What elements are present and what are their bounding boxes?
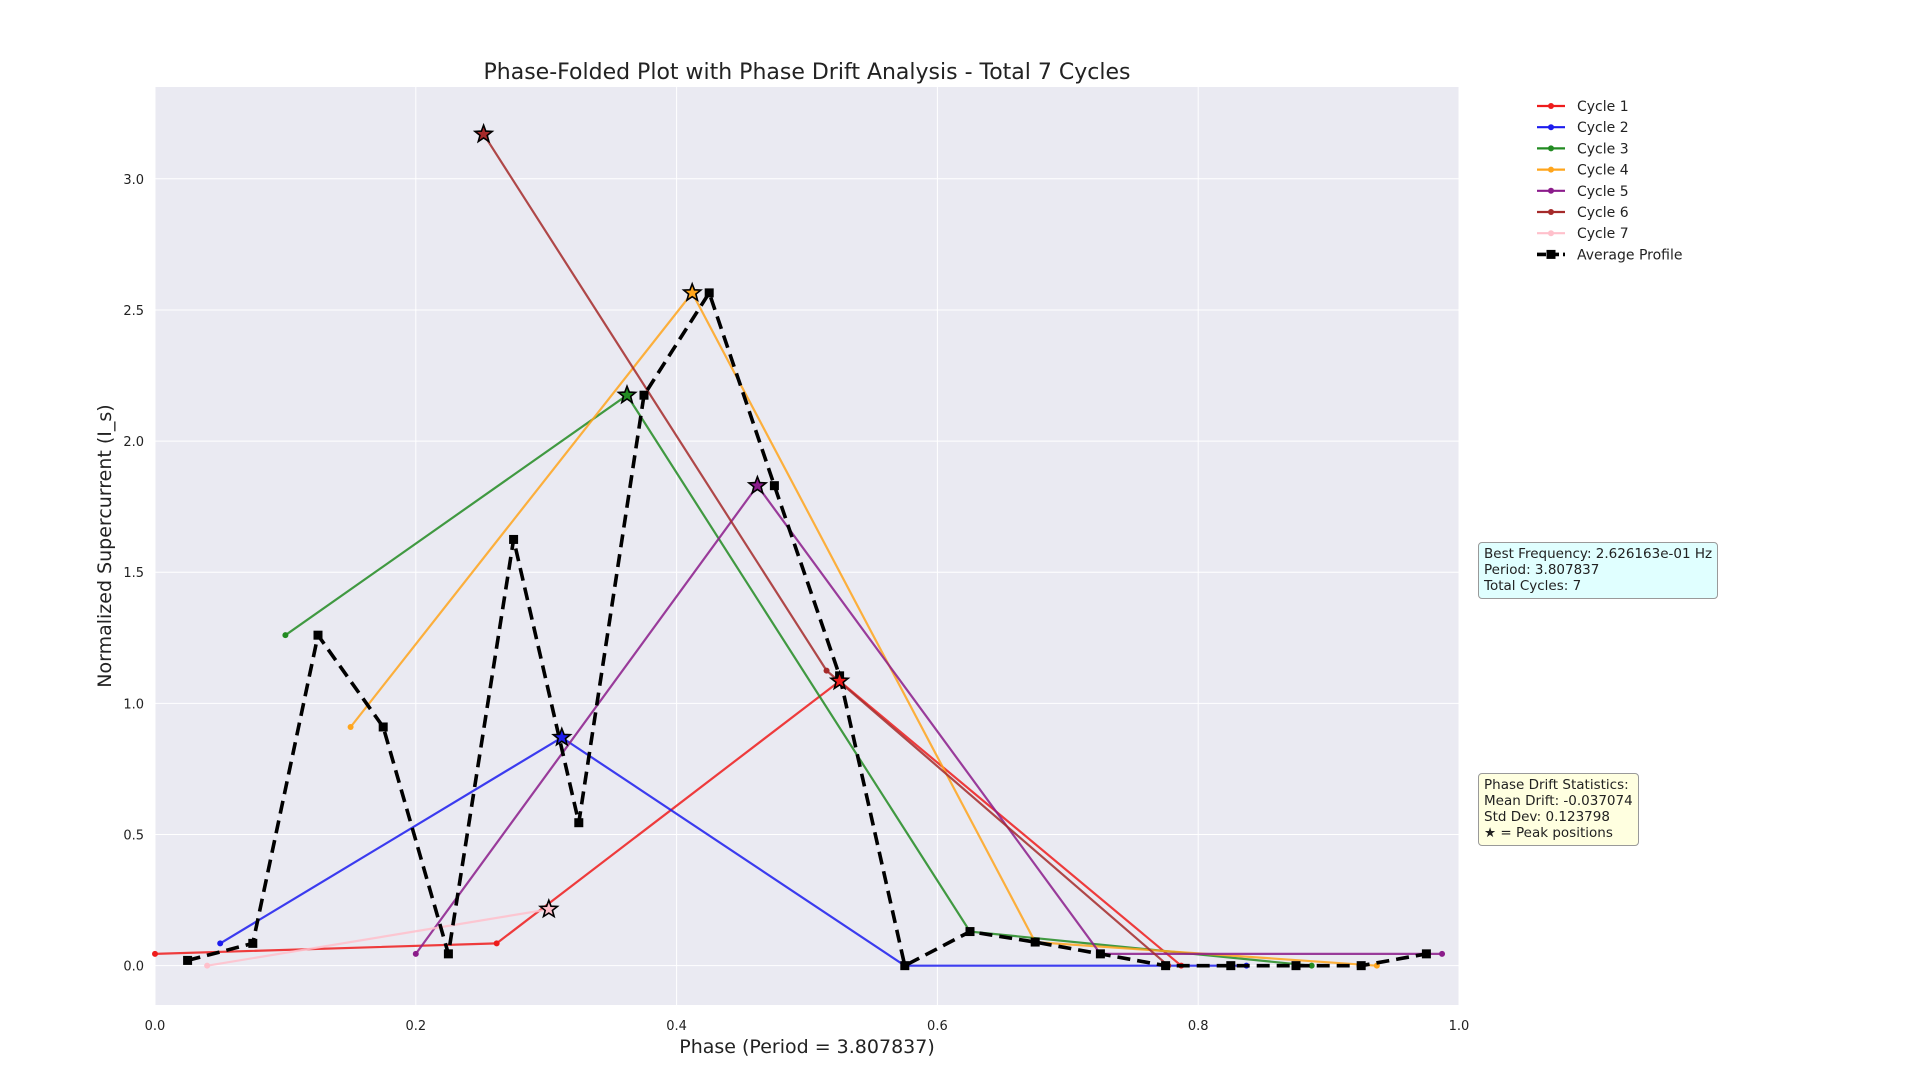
phase-drift-stats-box: Phase Drift Statistics: Mean Drift: -0.0…: [1478, 773, 1639, 846]
cycle-4-point: [347, 723, 354, 730]
legend-entry: Cycle 5: [1537, 184, 1629, 200]
cycle-1-point: [493, 940, 500, 947]
legend-entry: Cycle 2: [1537, 120, 1629, 136]
average-profile-marker: [965, 927, 975, 937]
legend-label: Cycle 3: [1577, 141, 1629, 157]
x-tick-label: 0.8: [1188, 1019, 1209, 1034]
total-cycles-text: Total Cycles: 7: [1484, 578, 1582, 594]
average-profile-marker: [1421, 949, 1431, 959]
legend-swatch-marker: [1548, 230, 1554, 237]
legend-label: Cycle 5: [1577, 184, 1629, 200]
average-profile-marker: [1161, 961, 1171, 971]
cycle-2-line: [219, 736, 1247, 967]
series-layer: [152, 131, 1446, 969]
legend-entry: Average Profile: [1537, 247, 1682, 263]
average-profile-marker: [769, 481, 779, 491]
average-profile-marker: [1356, 961, 1366, 971]
legend-swatch-marker: [1548, 209, 1554, 215]
y-tick-label: 2.5: [123, 304, 144, 319]
legend-label: Average Profile: [1577, 247, 1682, 263]
best-frequency-text: Best Frequency: 2.626163e-01 Hz: [1484, 546, 1713, 562]
grid-lines: [154, 87, 1460, 1005]
cycle-5-line: [414, 483, 1442, 956]
legend-entry: Cycle 1: [1537, 99, 1629, 115]
legend-swatch-marker: [1548, 124, 1554, 131]
cycle-6-peak-star: [472, 122, 495, 144]
average-profile-marker: [443, 949, 453, 959]
peak-positions-note: ★ = Peak positions: [1484, 825, 1613, 841]
legend-label: Cycle 7: [1577, 226, 1629, 242]
chart-title: Phase-Folded Plot with Phase Drift Analy…: [484, 60, 1131, 85]
average-profile-marker: [1030, 937, 1040, 947]
average-profile-marker: [378, 722, 388, 732]
cycle-5-peak-star: [746, 474, 769, 495]
cycle-5-point: [1439, 950, 1446, 957]
average-profile-marker: [183, 955, 193, 965]
x-tick-label: 1.0: [1449, 1019, 1470, 1034]
average-profile-marker: [509, 534, 519, 544]
average-profile-marker: [1226, 961, 1236, 971]
average-profile-marker: [639, 390, 649, 400]
average-profile-marker: [248, 938, 258, 948]
y-tick-label: 2.0: [123, 435, 144, 450]
x-tick-label: 0.0: [145, 1019, 166, 1034]
y-tick-label: 0.0: [123, 960, 144, 975]
cycle-6-point: [823, 667, 830, 674]
y-axis-label: Normalized Supercurrent (I_s): [94, 404, 116, 687]
cycle-7-line: [207, 908, 549, 967]
legend-swatch-marker: [1548, 145, 1554, 152]
cycle-3-point: [282, 632, 289, 639]
cycle-7-peak-star: [538, 898, 560, 919]
legend-swatch-marker: [1548, 166, 1554, 173]
x-tick-label: 0.6: [927, 1019, 948, 1034]
legend-entry: Cycle 6: [1537, 205, 1629, 221]
average-profile-marker: [1291, 961, 1301, 971]
x-tick-label: 0.2: [405, 1019, 426, 1034]
cycle-2-peak-star: [551, 726, 573, 747]
x-tick-label: 0.4: [666, 1019, 687, 1034]
average-profile-marker: [900, 961, 910, 971]
average-profile-marker: [574, 818, 584, 828]
average-profile-marker: [313, 630, 323, 640]
legend-swatch-marker: [1546, 249, 1556, 259]
legend-label: Cycle 6: [1577, 205, 1629, 221]
drift-stats-heading: Phase Drift Statistics:: [1484, 777, 1629, 793]
legend-label: Cycle 4: [1577, 163, 1629, 179]
axis-ticks: 0.0 0.2 0.4 0.6 0.8 1.0 0.0 0.5 1.0 1.5 2.0 2.5 3.0: [123, 173, 1469, 1034]
plot-area: [155, 87, 1459, 1005]
legend-entry: Cycle 7: [1537, 226, 1629, 242]
average-profile-marker: [704, 288, 714, 298]
period-text: Period: 3.807837: [1484, 562, 1600, 578]
cycle-4-peak-star: [681, 281, 703, 303]
cycle-2-point: [217, 940, 224, 947]
legend: Cycle 1 Cycle 2 Cycle 3 Cycle 4 Cycle 5 Cycle…: [1537, 99, 1682, 263]
cycle-1-line: [154, 679, 1182, 967]
std-dev-text: Std Dev: 0.123798: [1484, 809, 1610, 825]
cycle-7-point: [204, 962, 211, 969]
average-profile-marker: [1095, 949, 1105, 959]
legend-entry: Cycle 3: [1537, 141, 1629, 157]
cycle-5-point: [412, 950, 419, 957]
peak-markers: [472, 122, 851, 919]
legend-entry: Cycle 4: [1537, 163, 1629, 179]
mean-drift-text: Mean Drift: -0.037074: [1484, 793, 1633, 809]
y-tick-label: 1.5: [123, 566, 144, 581]
legend-label: Cycle 1: [1577, 99, 1629, 115]
legend-label: Cycle 2: [1577, 120, 1629, 136]
y-tick-label: 3.0: [123, 173, 144, 188]
y-tick-label: 0.5: [123, 829, 144, 844]
legend-swatch-marker: [1548, 187, 1554, 194]
cycle-3-peak-star: [616, 383, 638, 405]
best-frequency-box: Best Frequency: 2.626163e-01 Hz Period: …: [1478, 542, 1719, 599]
x-axis-label: Phase (Period = 3.807837): [679, 1036, 935, 1058]
cycle-1-peak-star: [828, 669, 851, 691]
average-profile-line: [187, 288, 1427, 969]
y-tick-label: 1.0: [123, 697, 144, 712]
cycle-1-point: [152, 950, 158, 957]
legend-swatch-marker: [1548, 103, 1554, 109]
cycle-3-point: [1308, 962, 1315, 969]
